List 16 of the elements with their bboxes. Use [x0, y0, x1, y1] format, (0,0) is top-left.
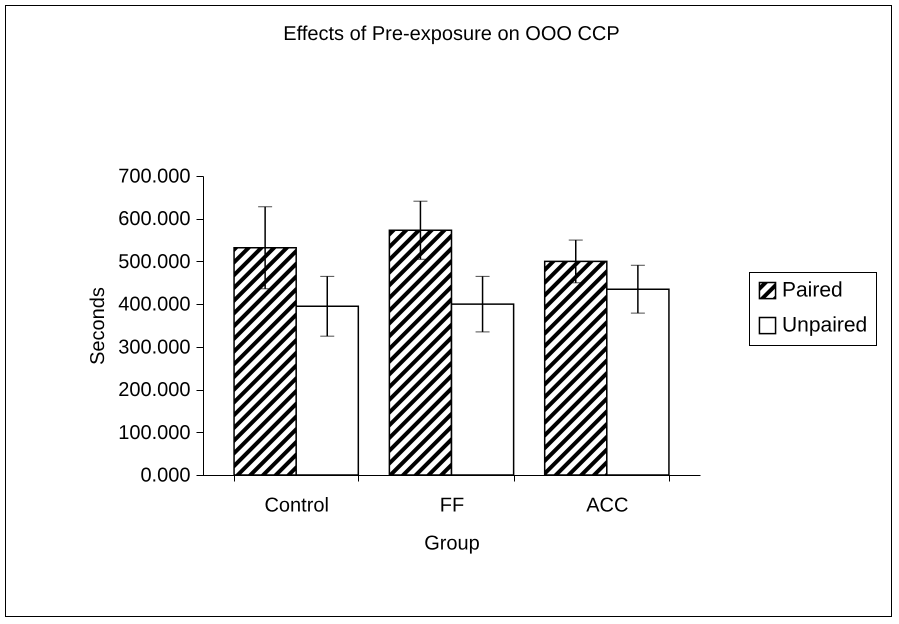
y-tick-label: 0.000: [140, 464, 190, 486]
y-tick-label: 100.000: [118, 422, 190, 444]
y-tick-label: 700.000: [118, 166, 190, 188]
y-tick-label: 300.000: [118, 336, 190, 358]
chart-title: Effects of Pre-exposure on OOO CCP: [283, 23, 620, 45]
x-tick-label: FF: [440, 494, 464, 516]
x-tick-label: Control: [264, 494, 329, 516]
y-tick-label: 200.000: [118, 379, 190, 402]
y-tick-label: 600.000: [118, 208, 190, 230]
x-axis-title: Group: [424, 532, 480, 554]
x-tick-label: ACC: [586, 494, 628, 516]
legend-label: Unpaired: [782, 314, 868, 336]
y-tick-label: 500.000: [118, 250, 190, 273]
legend-label: Paired: [782, 278, 843, 302]
y-tick-label: 400.000: [118, 294, 190, 316]
y-axis-title: Seconds: [87, 287, 110, 365]
